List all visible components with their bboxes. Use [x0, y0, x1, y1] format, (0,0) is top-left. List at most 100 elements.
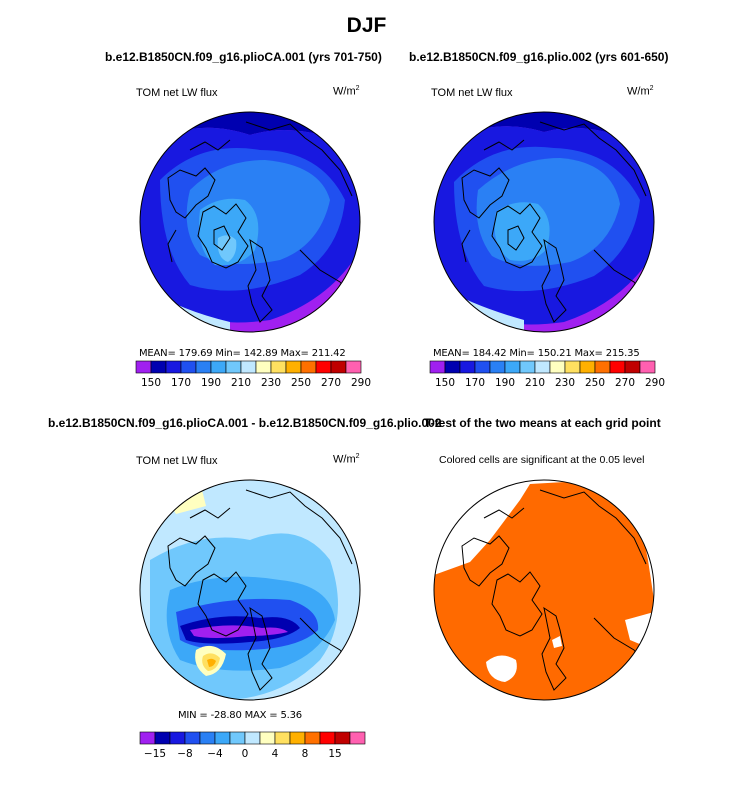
colorbar-3-box-4 — [199, 731, 216, 745]
colorbar-2-tick-label: 170 — [465, 377, 485, 389]
colorbar-2-box-0 — [429, 360, 446, 374]
colorbar-2-box-13 — [624, 360, 641, 374]
colorbar-2-tick-label: 250 — [585, 377, 605, 389]
colorbar-1-box-13 — [330, 360, 347, 374]
panel-4-coastlines — [461, 489, 647, 691]
colorbar-3-box-13 — [334, 731, 351, 745]
panel-4-map — [433, 479, 655, 701]
panel-3-field-band-i — [207, 658, 216, 667]
colorbar-1-box-11 — [300, 360, 317, 374]
colorbar-1-box-7 — [240, 360, 257, 374]
colorbar-3-tick-label: 15 — [328, 748, 341, 760]
colorbar-3-box-8 — [259, 731, 276, 745]
colorbar-1-tick-label: 150 — [141, 377, 161, 389]
colorbar-3-box-7 — [244, 731, 261, 745]
colorbar-1-box-3 — [180, 360, 197, 374]
colorbar-3-box-14 — [349, 731, 366, 745]
panel-4-field — [434, 480, 654, 700]
colorbar-2-tick-label: 190 — [495, 377, 515, 389]
panel-4-insignificant-patch-3 — [552, 636, 562, 648]
panel-1-coastlines — [167, 121, 353, 323]
panel-4-significant-region — [434, 480, 654, 700]
panel-4-map-border — [433, 479, 655, 701]
colorbar-2-box-9 — [564, 360, 581, 374]
panel-3-stats: MIN = -28.80 MAX = 5.36 — [178, 710, 302, 721]
colorbar-2-tick-label: 290 — [645, 377, 665, 389]
colorbar-3-box-0 — [139, 731, 156, 745]
panel-3-field — [140, 480, 360, 700]
colorbar-3-tick-label: −15 — [144, 748, 166, 760]
colorbar-2-box-14 — [639, 360, 656, 374]
colorbar-1-box-12 — [315, 360, 332, 374]
colorbar-3-tick-label: 0 — [242, 748, 249, 760]
colorbar-2-box-5 — [504, 360, 521, 374]
panel-3-map-border — [139, 479, 361, 701]
colorbar-1-tick-label: 250 — [291, 377, 311, 389]
colorbar-3-box-5 — [214, 731, 231, 745]
colorbar-1-box-9 — [270, 360, 287, 374]
colorbar-2-box-7 — [534, 360, 551, 374]
panel-2-title: b.e12.B1850CN.f09_g16.plio.002 (yrs 601-… — [409, 50, 669, 64]
colorbar-1-box-5 — [210, 360, 227, 374]
colorbar-1-tick-label: 230 — [261, 377, 281, 389]
colorbar-2-box-11 — [594, 360, 611, 374]
colorbar-3-box-6 — [229, 731, 246, 745]
panel-1-colorbar: 150 170 190 210 230 250 270 290 — [135, 360, 371, 389]
colorbar-1-box-4 — [195, 360, 212, 374]
panel-2-stats: MEAN= 184.42 Min= 150.21 Max= 215.35 — [433, 348, 640, 359]
panel-2-coastlines — [461, 121, 647, 323]
panel-1-field-band-e — [199, 198, 259, 266]
colorbar-2-tick-label: 150 — [435, 377, 455, 389]
panel-2-variable: TOM net LW flux — [431, 87, 513, 99]
colorbar-1-box-14 — [345, 360, 362, 374]
colorbar-3-tick-label: −8 — [177, 748, 192, 760]
colorbar-3-box-2 — [169, 731, 186, 745]
panel-4-note: Colored cells are significant at the 0.0… — [439, 454, 645, 466]
colorbar-1-box-1 — [150, 360, 167, 374]
panel-1-title: b.e12.B1850CN.f09_g16.plioCA.001 (yrs 70… — [105, 50, 382, 64]
colorbar-2-tick-label: 210 — [525, 377, 545, 389]
panel-2-field-band-e — [494, 202, 550, 261]
colorbar-1-box-0 — [135, 360, 152, 374]
panel-2-units: W/m2 — [627, 85, 654, 98]
colorbar-2-box-8 — [549, 360, 566, 374]
colorbar-3-box-12 — [319, 731, 336, 745]
panel-1-units: W/m2 — [333, 85, 360, 98]
colorbar-1-tick-label: 290 — [351, 377, 371, 389]
panel-1-field-band-f — [217, 235, 237, 262]
panel-3-map — [139, 479, 361, 701]
panel-1-stats: MEAN= 179.69 Min= 142.89 Max= 211.42 — [139, 348, 346, 359]
colorbar-1-box-8 — [255, 360, 272, 374]
panel-4-insignificant-patch — [486, 655, 517, 682]
colorbar-2-box-1 — [444, 360, 461, 374]
colorbar-2-box-2 — [459, 360, 476, 374]
colorbar-2-box-6 — [519, 360, 536, 374]
colorbar-2-box-10 — [579, 360, 596, 374]
colorbar-3-box-11 — [304, 731, 321, 745]
colorbar-2-box-3 — [474, 360, 491, 374]
colorbar-1-box-10 — [285, 360, 302, 374]
colorbar-1-tick-label: 270 — [321, 377, 341, 389]
colorbar-1-tick-label: 210 — [231, 377, 251, 389]
panel-3-colorbar: −15 −8 −4 0 4 8 15 — [139, 731, 366, 760]
colorbar-2-box-4 — [489, 360, 506, 374]
colorbar-3-tick-label: −4 — [207, 748, 223, 760]
colorbar-3-box-1 — [154, 731, 171, 745]
panel-3-title: b.e12.B1850CN.f09_g16.plioCA.001 - b.e12… — [48, 416, 442, 430]
panel-3-variable: TOM net LW flux — [136, 455, 218, 467]
colorbar-3-tick-label: 4 — [272, 748, 279, 760]
panel-2-map-border — [433, 111, 655, 333]
panel-1-map-border — [139, 111, 361, 333]
panel-3-coastlines — [167, 489, 353, 691]
colorbar-2-box-12 — [609, 360, 626, 374]
figure-title: DJF — [346, 14, 387, 37]
panel-2-colorbar: 150 170 190 210 230 250 270 290 — [429, 360, 665, 389]
panel-3-field-band-f — [190, 625, 288, 638]
colorbar-1-box-2 — [165, 360, 182, 374]
panel-4-title: T-test of the two means at each grid poi… — [424, 416, 661, 430]
panel-2-field — [434, 112, 654, 332]
panel-1-field — [140, 112, 360, 332]
colorbar-3-box-10 — [289, 731, 306, 745]
colorbar-3-box-3 — [184, 731, 201, 745]
